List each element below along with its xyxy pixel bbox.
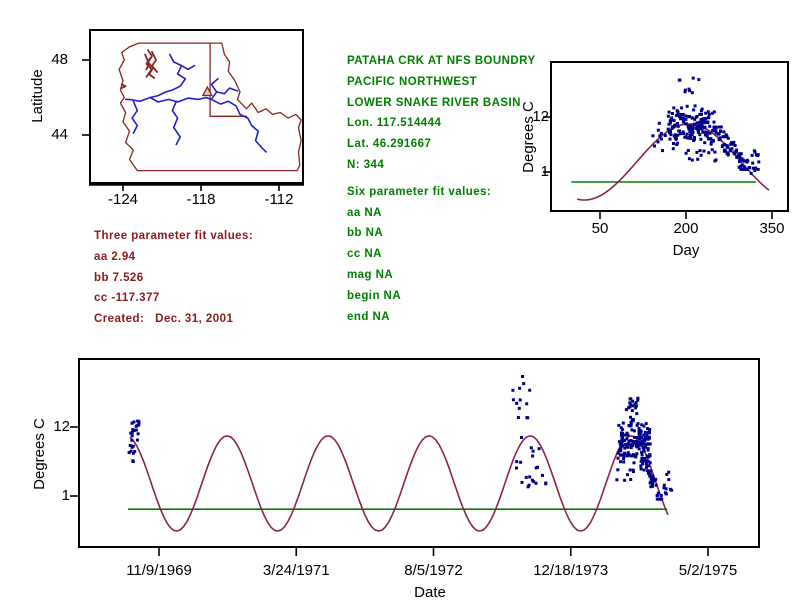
fit-curve: [129, 434, 669, 532]
station-latitude: Lat. 46.291667: [347, 138, 432, 151]
three-param-title: Three parameter fit values:: [94, 230, 254, 242]
station-sample-count: N: 344: [347, 158, 385, 171]
region-map: [82, 29, 304, 191]
x-tick-label: -118: [186, 191, 216, 208]
data-points-cluster: [639, 456, 664, 501]
data-points-cluster: [616, 421, 652, 465]
x-tick-label: 50: [591, 220, 609, 237]
timeseries-x-axis-title: Date: [414, 584, 446, 601]
six-param-title: Six parameter fit values:: [347, 185, 492, 198]
x-tick-label: 12/18/1973: [533, 562, 609, 579]
data-points-cluster: [624, 396, 640, 426]
data-points-cluster: [651, 121, 667, 153]
puget-sound-coast-detail: [120, 49, 159, 89]
station-region: PACIFIC NORTHWEST: [347, 75, 478, 88]
seasonal-x-axis-title: Day: [672, 242, 700, 259]
station-basin: LOWER SNAKE RIVER BASIN: [347, 96, 521, 109]
data-points-cluster: [662, 470, 674, 496]
created-date: Created: Dec. 31, 2001: [94, 313, 234, 326]
six-param-bb: bb NA: [347, 227, 384, 240]
timeseries-scatter-plot: [70, 358, 760, 556]
three-param-bb: bb 7.526: [94, 271, 144, 284]
y-tick-label: 12: [532, 108, 549, 125]
x-tick-label: -124: [107, 191, 139, 208]
six-param-cc: cc NA: [347, 248, 382, 261]
six-param-mag: mag NA: [347, 268, 394, 281]
plot-frame: [550, 61, 789, 212]
data-points-cluster: [745, 149, 761, 175]
y-tick-label: 1: [61, 486, 70, 504]
data-points-cluster: [615, 468, 635, 482]
x-tick-label: 200: [673, 220, 699, 237]
data-points-cluster: [511, 375, 532, 439]
y-tick-label: 44: [51, 126, 68, 143]
rivers: [124, 53, 267, 153]
x-tick-label: 11/9/1969: [126, 562, 192, 579]
x-tick-label: 3/24/1971: [262, 562, 330, 579]
x-tick-label: 8/5/1972: [404, 562, 463, 579]
station-info-text: PATAHA CRK AT NFS BOUNDRY PACIFIC NORTHW…: [347, 51, 536, 327]
data-points-cluster: [684, 148, 718, 163]
x-tick-label: -112: [264, 191, 294, 208]
six-param-end: end NA: [347, 310, 390, 323]
three-param-text: Three parameter fit values: aa 2.94 bb 7…: [94, 226, 253, 330]
y-tick-label: 48: [51, 51, 68, 68]
data-points-cluster: [666, 104, 716, 151]
data-points-cluster: [712, 125, 749, 171]
y-tick-label: 12: [53, 418, 70, 435]
data-points-cluster: [515, 446, 548, 489]
x-tick-label: 350: [759, 220, 785, 237]
data-points-cluster: [127, 419, 141, 463]
station-name: PATAHA CRK AT NFS BOUNDRY: [347, 55, 536, 67]
six-param-begin: begin NA: [347, 289, 402, 302]
six-param-aa: aa NA: [347, 206, 382, 219]
y-tick-label: 1: [540, 163, 549, 180]
three-param-cc: cc -117.377: [94, 292, 160, 305]
three-param-aa: aa 2.94: [94, 250, 136, 263]
x-tick-label: 5/2/1975: [678, 562, 738, 579]
data-points-cluster: [677, 76, 701, 95]
plot-frame: [78, 358, 760, 548]
station-longitude: Lon. 117.514444: [347, 117, 442, 130]
seasonal-scatter-plot: [543, 61, 789, 219]
station-marker: [201, 85, 213, 97]
